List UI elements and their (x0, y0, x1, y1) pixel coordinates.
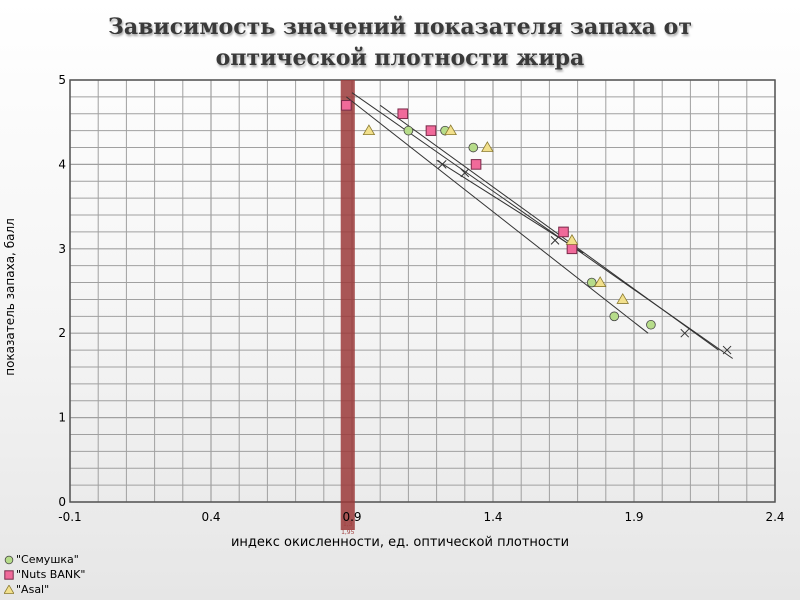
data-point-series-1 (586, 277, 597, 288)
legend-marker-icon (4, 555, 14, 564)
x-tick-label: 0.9 (342, 510, 361, 524)
data-point-series-2 (397, 108, 409, 120)
y-axis-label: показатель запаха, балл (3, 218, 17, 376)
legend-marker-icon (4, 584, 14, 594)
trendline (436, 159, 584, 254)
cross-marker (550, 236, 560, 245)
y-tick-label: 1 (58, 411, 66, 425)
highlight-band-rect (340, 80, 355, 530)
data-point-series-1 (403, 125, 414, 136)
data-point-series-3 (362, 124, 376, 136)
grid (69, 79, 776, 503)
legend-marker (4, 569, 14, 580)
x-tick-label: 1.4 (483, 510, 502, 524)
chart-title-line-2: оптической плотности жира (215, 45, 585, 71)
data-point-series-2 (425, 125, 437, 136)
data-points (341, 100, 656, 330)
highlight-band: 1,31,95 (340, 80, 355, 536)
data-point-series-2 (558, 226, 569, 238)
legend: "Семушка" "Nuts BANK" "Asal" (4, 552, 85, 597)
x-tick-label: -0.1 (58, 510, 81, 524)
data-point-series-2 (566, 243, 578, 255)
y-tick-label: 2 (58, 326, 66, 340)
y-tick-label: 4 (58, 157, 66, 171)
band-label: 1,95 (341, 529, 355, 536)
data-point-series-1 (468, 142, 479, 153)
data-point-series-3 (444, 124, 457, 136)
plot-area (69, 79, 776, 503)
x-tick-label: 2.4 (765, 510, 784, 524)
legend-item: "Asal" (4, 582, 85, 597)
cross-marker (437, 160, 447, 169)
tick-labels: -0.1 0.4 0.9 1.4 1.9 2.4 0 1 2 3 4 5 (58, 73, 784, 524)
legend-marker (4, 555, 14, 564)
data-point-series-3 (481, 141, 494, 152)
legend-label: "Семушка" (16, 553, 79, 566)
y-tick-label: 0 (58, 495, 66, 509)
legend-item: "Nuts BANK" (4, 567, 85, 582)
legend-marker-icon (4, 569, 14, 580)
trendline (346, 96, 649, 334)
cross-marker (722, 345, 732, 355)
band-label: 1,3 (343, 521, 353, 528)
data-point-series-2 (341, 100, 352, 111)
data-point-series-3 (593, 276, 607, 287)
trendlines (346, 92, 733, 359)
y-tick-label: 3 (58, 242, 66, 256)
chart-title-line-1: Зависимость значений показателя запаха о… (108, 14, 692, 40)
chart-title: Зависимость значений показателя запаха о… (20, 12, 780, 74)
data-point-series-3 (565, 233, 579, 245)
data-point-series-3 (616, 293, 630, 304)
y-tick-label: 5 (58, 73, 66, 87)
x-tick-label: 1.9 (624, 510, 643, 524)
legend-label: "Nuts BANK" (16, 568, 86, 581)
x-tick-label: 0.4 (201, 510, 220, 524)
data-point-series-1 (646, 319, 656, 330)
legend-marker (4, 584, 14, 594)
x-axis-label: индекс окисленности, ед. оптической плот… (231, 535, 569, 550)
legend-label: "Asal" (16, 583, 50, 596)
data-point-series-1 (609, 311, 620, 322)
legend-item: "Семушка" (4, 552, 85, 567)
trendline (379, 104, 719, 351)
data-point-series-2 (470, 159, 482, 170)
cross-marker (680, 328, 690, 338)
cross-marker (460, 168, 470, 178)
